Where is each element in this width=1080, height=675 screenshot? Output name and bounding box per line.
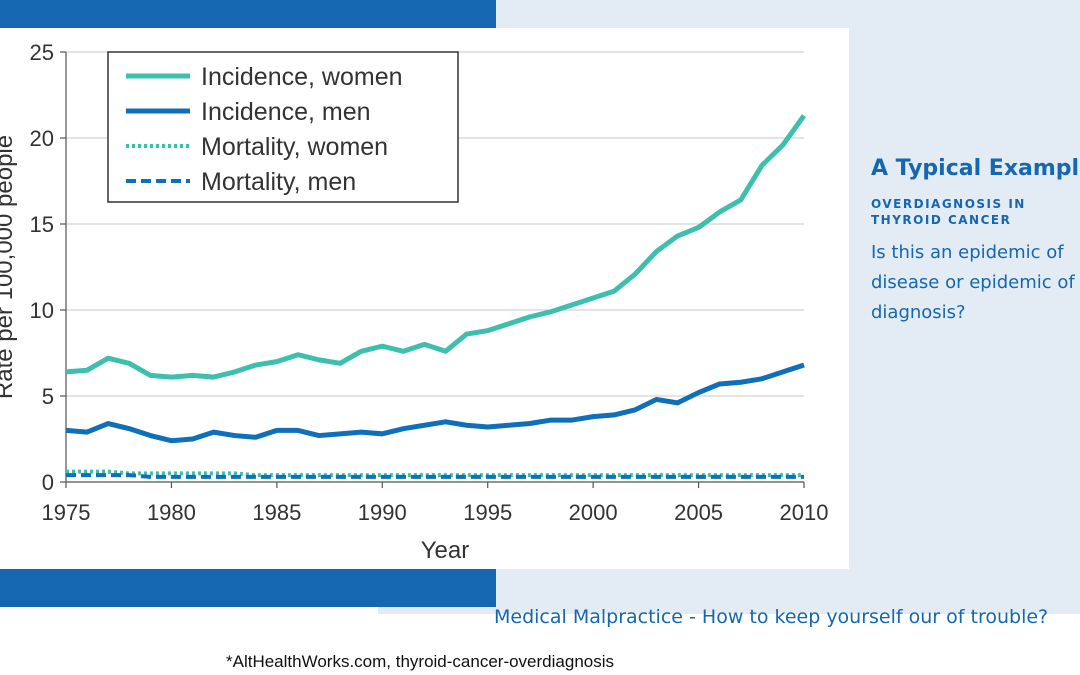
x-axis-label: Year: [421, 537, 470, 564]
x-tick-label: 2010: [780, 500, 829, 525]
y-axis-label: Rate per 100,000 people: [0, 135, 18, 399]
y-tick-label: 0: [42, 470, 54, 495]
chart-axes: 0 5 10 15 20 25 1975 1980 1985 1990 1995 2000 2005 20…: [0, 40, 828, 564]
chart-legend: Incidence, women Incidence, men Mortality,…: [107, 51, 459, 203]
x-tick-label: 1990: [358, 500, 407, 525]
legend-label: Mortality, women: [201, 133, 388, 161]
chart-card: 0 5 10 15 20 25 1975 1980 1985 1990 1995 2000 2005 20…: [0, 28, 849, 569]
x-tick-label: 2000: [569, 500, 618, 525]
y-tick-label: 15: [30, 212, 54, 237]
series-line-3: [66, 473, 804, 479]
section-body: Is this an epidemic of disease or epidem…: [871, 242, 1075, 323]
x-tick-label: 1975: [42, 500, 91, 525]
blue-accent-bar-bottom: [0, 569, 496, 607]
y-tick-label: 25: [30, 40, 54, 65]
section-title: A Typical Example: [871, 156, 1080, 181]
line-chart: 0 5 10 15 20 25 1975 1980 1985 1990 1995 2000 2005 20…: [0, 40, 828, 564]
x-tick-label: 1995: [463, 500, 512, 525]
y-tick-label: 10: [30, 298, 54, 323]
medical-malpractice-link[interactable]: Medical Malpractice - How to keep yourse…: [494, 606, 1049, 628]
legend-label: Mortality, men: [201, 168, 356, 196]
x-tick-label: 1980: [147, 500, 196, 525]
legend-label: Incidence, men: [201, 98, 371, 126]
legend-label: Incidence, women: [201, 63, 403, 91]
series-line-1: [65, 362, 805, 444]
section-kicker: OVERDIAGNOSIS IN THYROID CANCER: [871, 197, 1026, 227]
series-line-0: [65, 114, 807, 380]
chart-series: [65, 114, 807, 479]
blue-accent-bar-top: [0, 0, 496, 28]
x-tick-label: 1985: [252, 500, 301, 525]
x-tick-label: 2005: [674, 500, 723, 525]
series-line-2: [66, 469, 804, 478]
y-tick-label: 20: [30, 126, 54, 151]
y-tick-label: 5: [42, 384, 54, 409]
image-credit: *AltHealthWorks.com, thyroid-cancer-over…: [226, 652, 615, 671]
